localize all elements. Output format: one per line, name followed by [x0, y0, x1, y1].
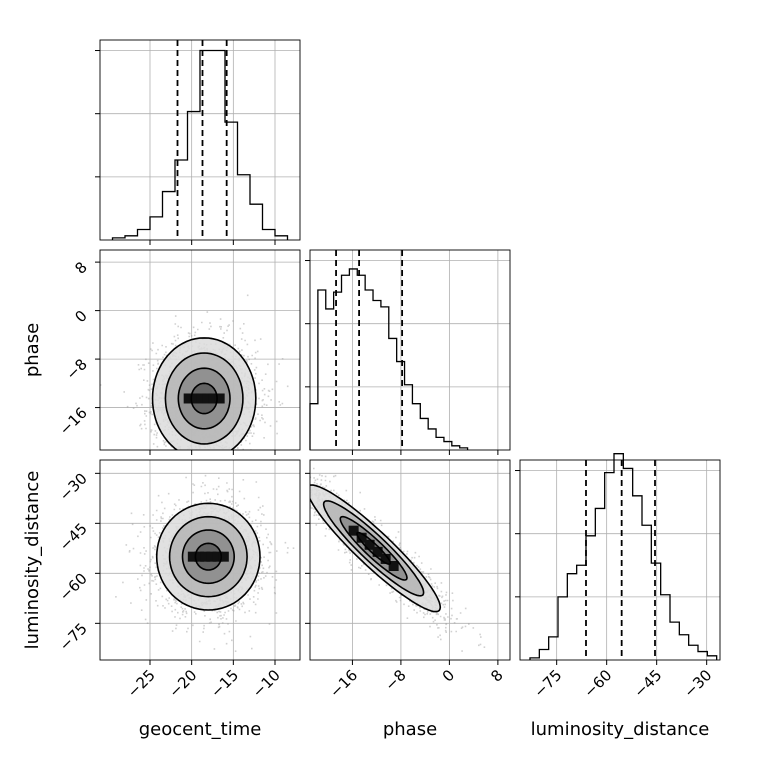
histogram-phase	[309, 268, 469, 450]
hist-panel-luminosity_distance	[515, 453, 721, 665]
contour-line	[164, 352, 244, 445]
x-tick-label: 8	[487, 666, 506, 685]
x-tick-label: −45	[630, 666, 665, 701]
x-tick-label: −15	[207, 666, 242, 701]
hist-panel-phase	[305, 249, 511, 455]
contour-line	[168, 515, 248, 598]
density-core	[356, 532, 367, 543]
density-core	[388, 561, 399, 572]
panel-frame	[99, 459, 301, 661]
x-tick-label: −16	[326, 666, 361, 701]
x-tick-label: −20	[165, 666, 200, 701]
axis-labels-layer: −25 −20 −15 −10 −16 −8 0 8 −75 −60 −45 −30 −16 −8 0 8 −7…	[22, 258, 715, 740]
density-core	[196, 393, 207, 404]
panel-frame	[519, 459, 721, 661]
y-tick-label: −75	[56, 619, 91, 654]
density-core	[218, 551, 229, 562]
panel-content	[100, 460, 300, 660]
contour-line	[356, 531, 392, 566]
density-core	[348, 525, 359, 536]
density-core	[194, 551, 205, 562]
scatter-panel-geocent_time-vs-phase	[95, 249, 301, 455]
contour-line	[151, 337, 257, 450]
x-tick-label: −30	[680, 666, 715, 701]
panel-frame	[309, 459, 511, 661]
contour-line	[194, 542, 223, 571]
x-tick-label: −8	[381, 666, 409, 694]
panels-layer	[95, 39, 721, 665]
contour-line	[310, 484, 442, 613]
y-tick-label: −60	[56, 569, 91, 604]
x-tick-label: −10	[249, 666, 284, 701]
y-tick-label: −45	[56, 519, 91, 554]
y-tick-label: −16	[56, 404, 91, 439]
contour-line	[177, 367, 231, 430]
density-core	[372, 546, 383, 557]
contour-line	[339, 515, 408, 581]
panel-frame	[309, 249, 511, 451]
x-axis-title-phase: phase	[383, 719, 437, 740]
contour-line	[181, 529, 236, 585]
x-axis-title-geocent_time: geocent_time	[139, 719, 262, 740]
panel-frame	[99, 249, 301, 451]
x-tick-label: −75	[530, 666, 565, 701]
density-core	[202, 393, 213, 404]
y-tick-label: 0	[71, 307, 90, 326]
density-core	[206, 551, 217, 562]
x-tick-label: −25	[124, 666, 159, 701]
panel-content	[100, 250, 300, 450]
y-tick-label: 8	[71, 258, 90, 277]
scatter-panel-phase-vs-luminosity_distance	[305, 459, 511, 665]
histogram-geocent_time	[111, 49, 289, 240]
contour-line	[190, 382, 218, 415]
x-axis-title-luminosity_distance: luminosity_distance	[531, 719, 710, 740]
density-core	[212, 551, 223, 562]
panel-frame	[99, 39, 301, 241]
contour-line	[322, 500, 425, 597]
density-core	[208, 393, 219, 404]
panel-content	[310, 460, 510, 660]
density-core	[380, 553, 391, 564]
density-core	[364, 539, 375, 550]
contour-line	[155, 502, 261, 611]
density-core	[214, 393, 225, 404]
hist-panel-geocent_time	[95, 39, 301, 245]
histogram-luminosity_distance	[529, 453, 718, 660]
x-tick-label: 0	[439, 666, 458, 685]
density-core	[187, 551, 198, 562]
density-core	[200, 551, 211, 562]
y-tick-label: −30	[56, 469, 91, 504]
y-axis-title-luminosity_distance: luminosity_distance	[22, 471, 43, 650]
density-core	[189, 393, 200, 404]
x-tick-label: −60	[580, 666, 615, 701]
y-axis-title-phase: phase	[22, 323, 43, 377]
scatter-panel-geocent_time-vs-luminosity_distance	[95, 459, 301, 665]
y-tick-label: −8	[62, 355, 90, 383]
density-core	[183, 393, 194, 404]
